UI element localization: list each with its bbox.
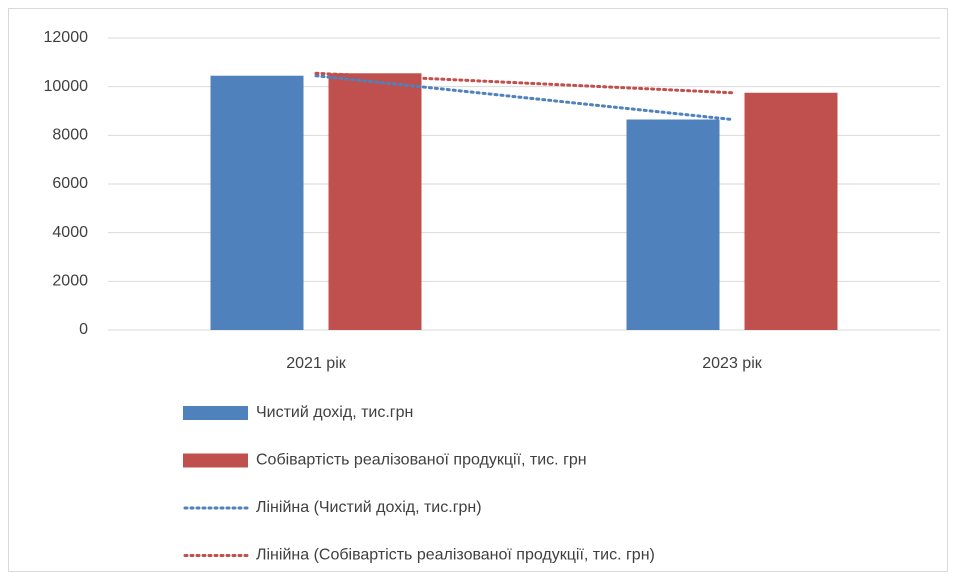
legend-label: Собівартість реалізованої продукції, тис… — [256, 452, 587, 469]
legend-swatch — [183, 406, 248, 420]
legend-label: Лінійна (Чистий дохід, тис.грн) — [256, 499, 482, 516]
y-tick-label: 8000 — [52, 127, 88, 144]
y-tick-label: 0 — [79, 321, 88, 338]
bar — [328, 73, 422, 331]
y-tick-label: 4000 — [52, 224, 88, 241]
bar — [210, 75, 304, 330]
trend-line — [314, 74, 734, 122]
x-tick-label: 2023 рік — [702, 355, 762, 372]
legend-swatch — [183, 453, 248, 468]
legend-label: Чистий дохід, тис.грн — [256, 404, 413, 421]
y-tick-label: 12000 — [44, 29, 89, 46]
y-tick-label: 10000 — [44, 78, 89, 95]
x-tick-label: 2021 рік — [286, 355, 346, 372]
y-tick-label: 2000 — [52, 273, 88, 290]
y-tick-label: 6000 — [52, 175, 88, 192]
trend-line — [314, 71, 734, 95]
bar — [626, 119, 720, 331]
bar — [744, 92, 838, 330]
legend-label: Лінійна (Собівартість реалізованої проду… — [256, 547, 655, 564]
